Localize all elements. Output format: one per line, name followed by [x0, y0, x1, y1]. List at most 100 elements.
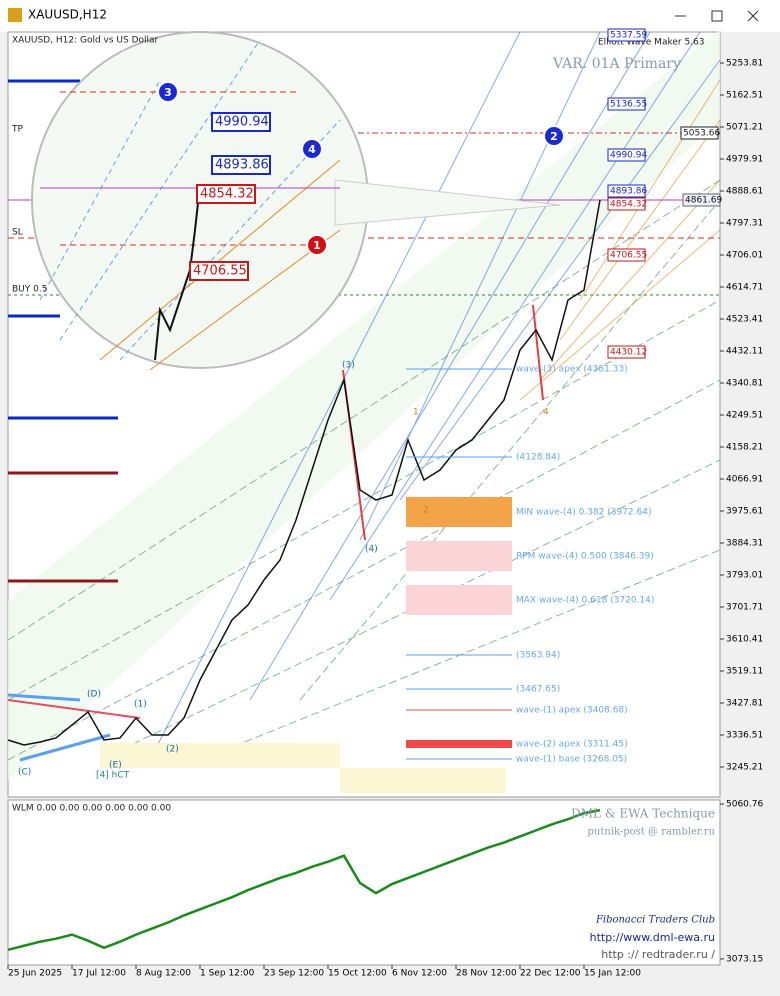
y-tick-label: 3793.01: [726, 571, 763, 581]
y-tick-label: 4066.91: [726, 475, 763, 485]
zoom-price-box: [189, 261, 249, 281]
current-price: 4861.69: [685, 196, 722, 206]
x-tick-label: 17 Jul 12:00: [72, 969, 126, 979]
marker: [543, 125, 565, 147]
y-tick-label: 4432.11: [726, 347, 763, 357]
y-tick-label: 4888.61: [726, 187, 763, 197]
price-label-box: [607, 345, 646, 359]
title-bar: [0, 0, 780, 32]
wave-label: (3): [342, 361, 355, 371]
level-label: wave-(1) apex (3408.68): [516, 706, 628, 716]
y-tick-label: 3245.21: [726, 762, 763, 772]
price-label-box: [680, 126, 719, 140]
pane-note: putnik-post @ rambler.ru: [587, 827, 715, 838]
price-label: 4990.94: [610, 151, 647, 161]
pane-note: Fibonacci Traders Club: [595, 915, 715, 926]
marker: [301, 138, 323, 160]
level-label: wave-(2) apex (3311.45): [516, 740, 628, 750]
trade-label: BUY 0.5: [12, 285, 47, 295]
wave-label: 4: [543, 408, 549, 418]
y-tick-label: 3610.41: [726, 634, 763, 644]
y-tick-label: 4797.31: [726, 219, 763, 229]
pane-title: XAUUSD, H12: Gold vs US Dollar: [12, 36, 159, 46]
price-line: [7, 808, 601, 952]
x-tick-label: 25 Jun 2025: [8, 969, 62, 979]
marker-label: 1: [313, 239, 321, 252]
price-label: 5136.55: [610, 100, 647, 110]
x-tick-label: 1 Sep 12:00: [200, 969, 255, 979]
wave-label: (2): [166, 745, 179, 755]
level-label: (3563.94): [516, 651, 560, 661]
level-label: MIN wave-(4) 0.382 (3972.64): [516, 508, 651, 518]
wave-label: (1): [134, 700, 147, 710]
trade-label: TP: [11, 125, 23, 135]
level-label: (4128.84): [516, 453, 560, 463]
x-tick-label: 28 Nov 12:00: [456, 969, 517, 979]
pane-note: DML & EWA Technique: [571, 807, 715, 821]
level-label: (3467.65): [516, 685, 560, 695]
y-tick-label: 4523.41: [726, 315, 763, 325]
y-tick-label: 5253.81: [726, 59, 763, 69]
level-label: RPM wave-(4) 0.500 (3846.39): [516, 552, 654, 562]
window-title: XAUUSD,H12: [28, 8, 107, 22]
marker: [306, 234, 328, 256]
zoom-price: 4990.94: [215, 115, 269, 130]
y-tick-label: 4979.91: [726, 155, 763, 165]
close-button[interactable]: [747, 10, 759, 22]
price-label: 5337.59: [610, 31, 647, 41]
trade-label: SL: [12, 228, 23, 238]
y-tick-label: 4706.01: [726, 251, 763, 261]
y-tick-label: 5162.51: [726, 91, 763, 101]
zoom-price: 4893.86: [215, 158, 269, 173]
wave-label: (4): [365, 545, 378, 555]
level-label: wave-(1) base (3268.05): [516, 755, 627, 765]
price-label-box: [607, 148, 646, 162]
price-label-box: [607, 248, 646, 262]
x-tick-label: 15 Oct 12:00: [328, 969, 387, 979]
price-label: 4854.32: [610, 200, 647, 210]
level-label: wave-(3) apex (4381.33): [516, 365, 628, 375]
marker-label: 4: [308, 143, 316, 156]
y-tick-label: 4614.71: [726, 283, 763, 293]
y-tick-label: 3336.51: [726, 730, 763, 740]
y-tick-label: 5071.21: [726, 123, 763, 133]
marker-label: 2: [550, 130, 558, 143]
price-label: 4893.86: [610, 187, 647, 197]
y-tick-label: 3884.31: [726, 539, 763, 549]
indicator-name: Elliott Wave Maker 5.63: [598, 38, 704, 48]
marker: [157, 81, 179, 103]
pane-note: http://www.dml-ewa.ru: [590, 931, 715, 944]
zoom-price: 4854.32: [200, 187, 254, 202]
y-tick-label: 3427.81: [726, 698, 763, 708]
app-icon: [8, 8, 22, 22]
y-tick-label: 3975.61: [726, 507, 763, 517]
x-tick-label: 6 Nov 12:00: [392, 969, 447, 979]
price-label: 4706.55: [610, 251, 647, 261]
wave-label: [4] hCT: [96, 771, 130, 781]
current-price-box: [682, 193, 721, 207]
zoom-price: 4706.55: [193, 264, 247, 279]
y-tick-label: 3519.11: [726, 666, 763, 676]
maximize-button[interactable]: [711, 10, 723, 22]
y-tick-label: 4249.51: [726, 411, 763, 421]
wave-label: (E): [109, 761, 122, 771]
price-label: 4430.12: [610, 348, 647, 358]
pane-note: http :// redtrader.ru /: [601, 948, 715, 961]
x-tick-label: 8 Aug 12:00: [136, 969, 191, 979]
price-label-box: [607, 28, 646, 42]
price-label-box: [607, 184, 646, 198]
variant-label: VAR. 01A Primary: [552, 56, 681, 72]
y-tick-label: 3073.15: [726, 954, 763, 964]
y-tick-label: 3701.71: [726, 602, 763, 612]
price-line: [7, 199, 601, 746]
pane-title: WLM 0.00 0.00 0.00 0.00 0.00 0.00: [12, 804, 171, 814]
y-tick-label: 4340.81: [726, 379, 763, 389]
x-tick-label: 23 Sep 12:00: [264, 969, 324, 979]
x-tick-label: 22 Dec 12:00: [520, 969, 581, 979]
x-tick-label: 15 Jan 12:00: [584, 969, 641, 979]
price-label: 5053.66: [683, 129, 720, 139]
marker-label: 3: [164, 86, 172, 99]
wave-label: 1: [413, 408, 419, 418]
